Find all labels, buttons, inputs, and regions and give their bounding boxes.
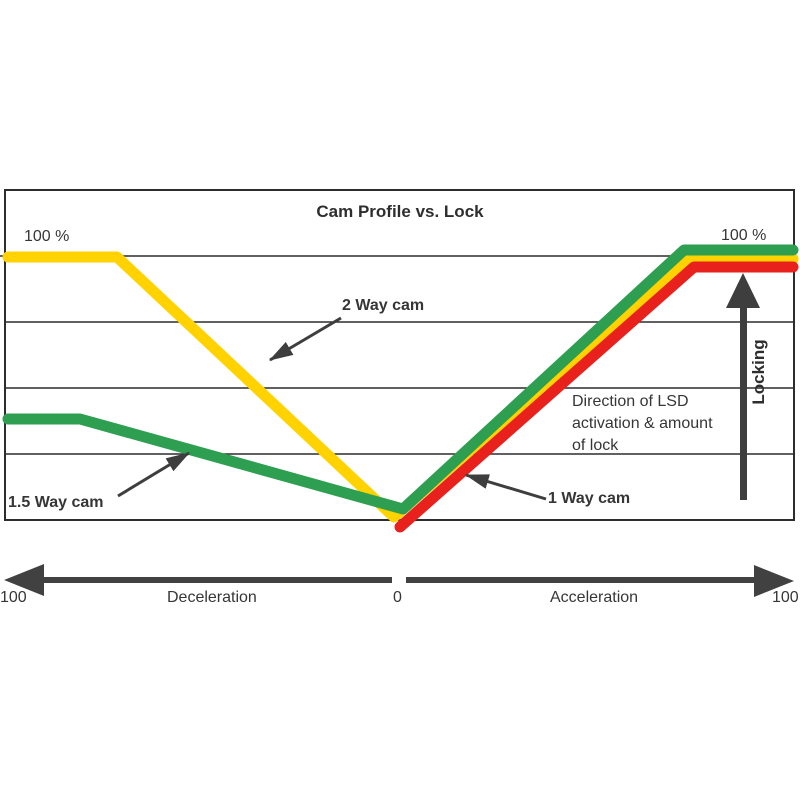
x-zero-value: 0 — [393, 589, 402, 606]
x-axis-arrow — [4, 564, 794, 597]
x-right-end-value: 100 — [772, 589, 799, 606]
one-five-way-pointer-arrow — [117, 451, 191, 498]
two-way-pointer-arrow — [268, 316, 342, 362]
deceleration-label: Deceleration — [167, 589, 257, 606]
x-left-end-value: 100 — [0, 589, 27, 606]
one-five-way-cam-line — [2, 244, 799, 515]
annotation-arrows — [117, 316, 547, 501]
y-max-label-right: 100 % — [721, 227, 767, 244]
locking-axis-label: Locking — [749, 339, 768, 405]
one-way-cam-line — [394, 261, 799, 533]
locking-arrow-head-icon — [726, 273, 760, 308]
right-arrowhead-icon — [754, 565, 794, 597]
direction-note-line3: of lock — [572, 437, 619, 454]
one-way-cam-label: 1 Way cam — [548, 490, 631, 507]
direction-note-line2: activation & amount — [572, 415, 713, 432]
acceleration-label: Acceleration — [550, 589, 639, 606]
left-arrowhead-icon — [4, 564, 44, 596]
one-way-pointer-arrow — [464, 473, 547, 501]
locking-arrow — [726, 273, 760, 500]
gridlines — [0, 255, 794, 455]
plot-border — [4, 189, 795, 521]
y-max-label-left: 100 % — [24, 228, 70, 245]
direction-note-line1: Direction of LSD — [572, 393, 689, 410]
two-way-cam-label: 2 Way cam — [342, 297, 425, 314]
two-way-cam-line — [2, 251, 799, 523]
chart-title: Cam Profile vs. Lock — [316, 202, 484, 221]
one-five-way-cam-label: 1.5 Way cam — [8, 494, 104, 511]
direction-of-lsd-note: Direction of LSD activation & amount of … — [572, 391, 713, 457]
